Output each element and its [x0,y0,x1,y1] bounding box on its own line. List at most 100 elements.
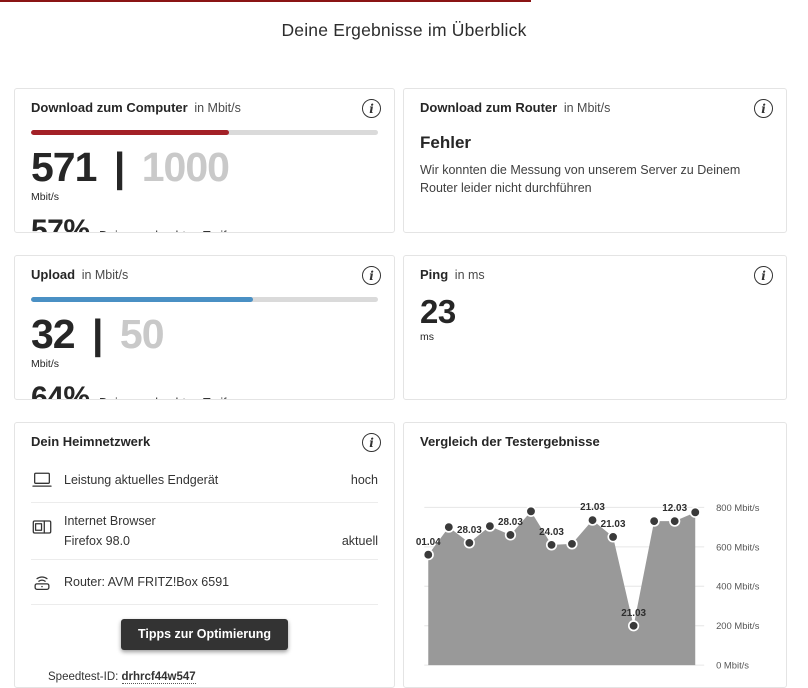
chart-point [588,515,598,525]
card-title: Upload [31,267,75,282]
percent-row: 57% Deines gebuchten Tarifs [31,214,378,233]
ping-value: 23 [420,295,770,328]
chart-point [690,508,700,518]
chart-point [423,550,433,560]
info-glyph: i [761,102,766,116]
card-upload: Upload in Mbit/s i 32 | 50 Mbit/s 64% De… [14,255,395,400]
network-row-label: Internet Browser [64,514,156,528]
chart-point [465,538,475,548]
percent-label: Deines gebuchten Tarifs [99,396,233,400]
comparison-chart: 800 Mbit/s 600 Mbit/s 400 Mbit/s 200 Mbit/s… [404,423,786,687]
tariff-max-value: 1000 [142,144,229,190]
network-row-label: Leistung aktuelles Endgerät [64,473,218,487]
card-title-unit: in Mbit/s [564,101,611,115]
card-title: Dein Heimnetzwerk [31,434,150,449]
card-title-unit: in ms [455,268,485,282]
card-title-unit: in Mbit/s [82,268,129,282]
tariff-max-value: 50 [120,311,164,357]
network-row-label: Router: AVM FRITZ!Box 6591 [64,575,229,589]
browser-icon [31,516,53,538]
card-ping: Ping in ms i 23 ms [403,255,787,400]
info-glyph: i [369,436,374,450]
card-header: Download zum Router in Mbit/s [420,89,770,116]
card-download-router: Download zum Router in Mbit/s i Fehler W… [403,88,787,233]
upload-result: 32 | 50 [31,314,378,355]
percent-label: Deines gebuchten Tarifs [99,229,233,233]
chart-point [649,516,659,526]
measured-value: 32 [31,311,75,357]
card-download-computer: Download zum Computer in Mbit/s i 571 | … [14,88,395,233]
network-row-device: Leistung aktuelles Endgerät hoch [31,458,378,503]
speedtest-id-row: Speedtest-ID: drhrcf44w547 [48,671,378,683]
y-axis-tick-label: 400 Mbit/s [716,581,760,592]
error-title: Fehler [420,133,770,153]
page-title: Deine Ergebnisse im Überblick [0,20,808,41]
card-header: Ping in ms [420,256,770,283]
download-progress-fill [31,130,229,135]
card-header: Download zum Computer in Mbit/s [31,89,378,116]
chart-point [506,530,516,540]
speedtest-id-link[interactable]: drhrcf44w547 [122,671,196,684]
chart-point [670,516,680,526]
percent-value: 57% [31,214,90,233]
chart-point [608,532,618,542]
measured-value: 571 [31,144,96,190]
error-message: Wir konnten die Messung von unserem Serv… [420,161,765,197]
card-home-network: Dein Heimnetzwerk i Leistung aktuelles E… [14,422,395,688]
info-glyph: i [369,102,374,116]
router-icon [31,571,53,593]
card-header: Dein Heimnetzwerk [31,423,378,450]
percent-row: 64% Deines gebuchten Tarifs [31,381,378,400]
chart-point [444,522,454,532]
network-row-router: Router: AVM FRITZ!Box 6591 [31,560,378,605]
y-axis-tick-label: 200 Mbit/s [716,620,760,631]
chart-point-label: 21.03 [621,608,646,619]
info-icon[interactable]: i [362,266,381,285]
card-header: Upload in Mbit/s [31,256,378,283]
percent-value: 64% [31,381,90,400]
results-grid: Download zum Computer in Mbit/s i 571 | … [14,88,787,688]
upload-progress-fill [31,297,253,302]
chart-point [567,539,577,549]
download-result: 571 | 1000 [31,147,378,188]
chart-point-label: 21.03 [601,519,626,530]
y-axis-tick-label: 0 Mbit/s [716,660,749,671]
chart-point [629,621,639,631]
info-icon[interactable]: i [754,99,773,118]
download-progress-track [31,130,378,135]
card-title: Download zum Computer [31,100,188,115]
y-axis-tick-label: 800 Mbit/s [716,502,760,513]
chart-point-label: 28.03 [457,525,482,536]
info-icon[interactable]: i [754,266,773,285]
chart-point-label: 01.04 [416,537,441,548]
laptop-icon [31,469,53,491]
network-checks-list: Leistung aktuelles Endgerät hoch Interne… [31,458,378,605]
chart-point [547,540,557,550]
info-glyph: i [369,269,374,283]
value-unit: Mbit/s [31,358,378,370]
value-unit: Mbit/s [31,191,378,203]
network-row-text: Internet Browser Firefox 98.0 [64,514,156,548]
chart-point-label: 28.03 [498,517,523,528]
card-comparison-chart: Vergleich der Testergebnisse 800 Mbit/s6… [403,422,787,688]
chart-point-label: 21.03 [580,502,605,513]
top-accent-line [0,0,531,2]
card-title: Download zum Router [420,100,557,115]
info-icon[interactable]: i [362,99,381,118]
chart-point-label: 24.03 [539,527,564,538]
value-separator: | [92,311,102,357]
card-title: Ping [420,267,448,282]
chart-point [485,521,495,531]
card-title-unit: in Mbit/s [194,101,241,115]
upload-progress-track [31,297,378,302]
value-separator: | [114,144,124,190]
network-row-value: aktuell [342,534,378,548]
network-row-sublabel: Firefox 98.0 [64,534,156,548]
y-axis-tick-label: 600 Mbit/s [716,541,760,552]
optimization-tips-button[interactable]: Tipps zur Optimierung [121,619,288,650]
ping-unit: ms [420,331,770,343]
network-row-value: hoch [351,473,378,487]
info-icon[interactable]: i [362,433,381,452]
chart-point [526,507,536,517]
network-row-browser: Internet Browser Firefox 98.0 aktuell [31,503,378,560]
